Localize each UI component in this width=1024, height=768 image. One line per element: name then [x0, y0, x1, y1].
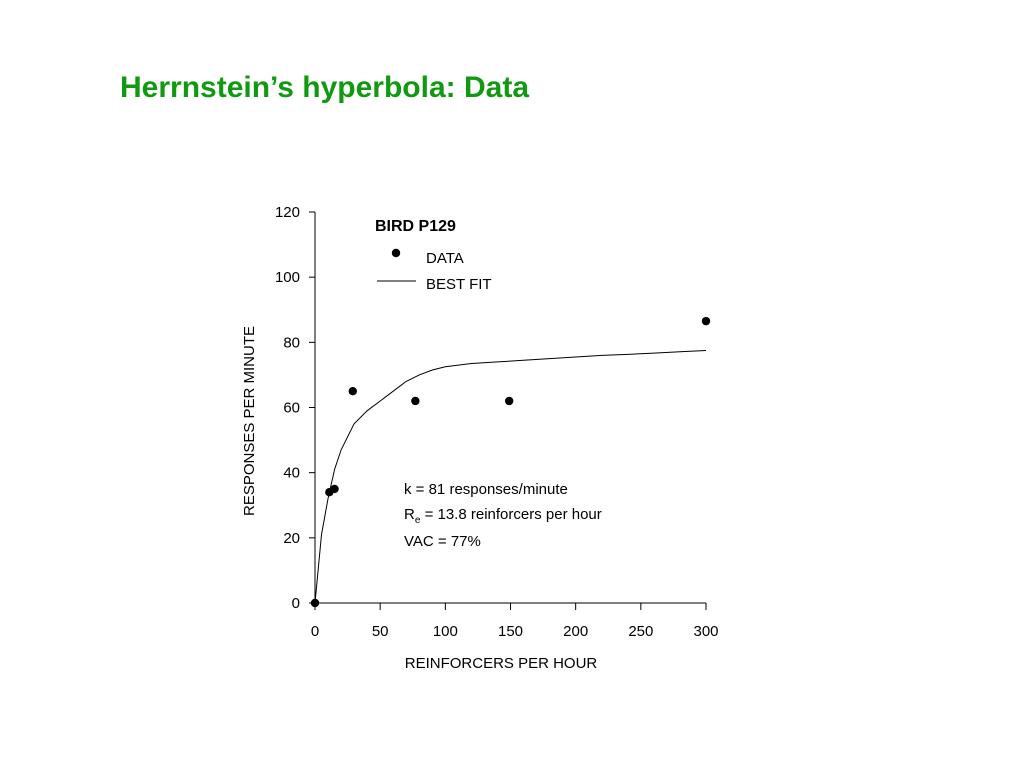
data-point: [310, 598, 320, 608]
k-parameter: k = 81 responses/minute: [404, 481, 568, 498]
y-tick-label: 120: [275, 204, 300, 221]
re-subscript: e: [415, 515, 421, 526]
x-tick-label: 250: [628, 623, 653, 640]
x-tick-label: 50: [372, 623, 389, 640]
x-tick-label: 150: [498, 623, 523, 640]
re-symbol: R: [404, 506, 415, 523]
x-tick-label: 200: [563, 623, 588, 640]
re-parameter: Re = 13.8 reinforcers per hour: [404, 506, 602, 526]
x-tick-label: 300: [693, 623, 718, 640]
y-tick-label: 40: [283, 465, 300, 482]
legend-title: BIRD P129: [375, 218, 456, 235]
legend-data-label: DATA: [426, 250, 464, 267]
legend-data-marker: [391, 248, 401, 258]
y-axis-title: RESPONSES PER MINUTE: [241, 326, 258, 516]
y-tick-label: 80: [283, 334, 300, 351]
y-tick-label: 60: [283, 400, 300, 417]
x-tick-label: 0: [311, 623, 319, 640]
y-tick-label: 20: [283, 530, 300, 547]
data-points-layer: [310, 316, 711, 608]
best-fit-layer: [314, 350, 707, 604]
legend: BIRD P129 DATA BEST FIT: [375, 218, 492, 293]
best-fit-curve: [314, 350, 707, 604]
data-point: [330, 484, 339, 494]
data-point: [411, 396, 420, 406]
x-axis-title: REINFORCERS PER HOUR: [405, 655, 598, 672]
legend-fit-label: BEST FIT: [426, 276, 492, 293]
y-tick-label: 0: [292, 595, 300, 612]
slide-title: Herrnstein’s hyperbola: Data: [120, 71, 529, 104]
data-point: [504, 396, 514, 406]
fit-parameters: k = 81 responses/minute Re = 13.8 reinfo…: [404, 481, 602, 550]
vac-parameter: VAC = 77%: [404, 533, 481, 550]
data-point: [348, 387, 357, 396]
chart-axes: 0 20 40 60 80 100 120 0 50 100 150 200 250 300: [275, 204, 719, 640]
x-tick-label: 100: [433, 623, 458, 640]
data-point: [701, 316, 711, 326]
y-tick-label: 100: [275, 269, 300, 286]
re-value: = 13.8 reinforcers per hour: [420, 506, 601, 523]
